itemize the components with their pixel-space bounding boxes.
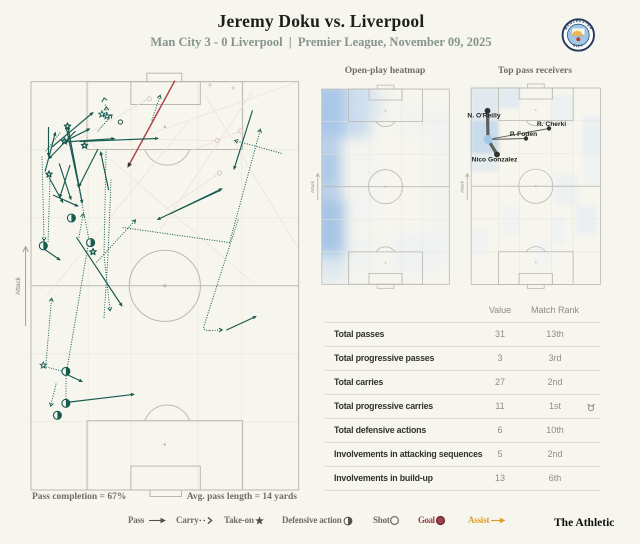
svg-text:Attack: Attack: [460, 180, 465, 193]
svg-text:P. Foden: P. Foden: [510, 131, 537, 138]
svg-text:N. O'Reilly: N. O'Reilly: [467, 112, 500, 119]
svg-text:Nico Gonzalez: Nico Gonzalez: [472, 156, 518, 163]
svg-text:Attack: Attack: [310, 180, 315, 193]
svg-text:R. Cherki: R. Cherki: [537, 121, 567, 128]
svg-text:Attack: Attack: [15, 276, 22, 295]
svg-text:CITY: CITY: [572, 43, 585, 48]
